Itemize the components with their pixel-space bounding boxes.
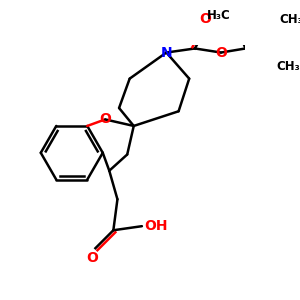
Text: CH₃: CH₃: [279, 14, 300, 26]
Text: N: N: [160, 46, 172, 59]
Text: O: O: [199, 12, 211, 26]
Text: H₃C: H₃C: [207, 8, 231, 22]
Text: O: O: [215, 46, 227, 59]
Text: O: O: [86, 251, 98, 266]
Text: O: O: [99, 112, 111, 126]
Text: OH: OH: [144, 219, 168, 233]
Text: CH₃: CH₃: [277, 60, 300, 73]
